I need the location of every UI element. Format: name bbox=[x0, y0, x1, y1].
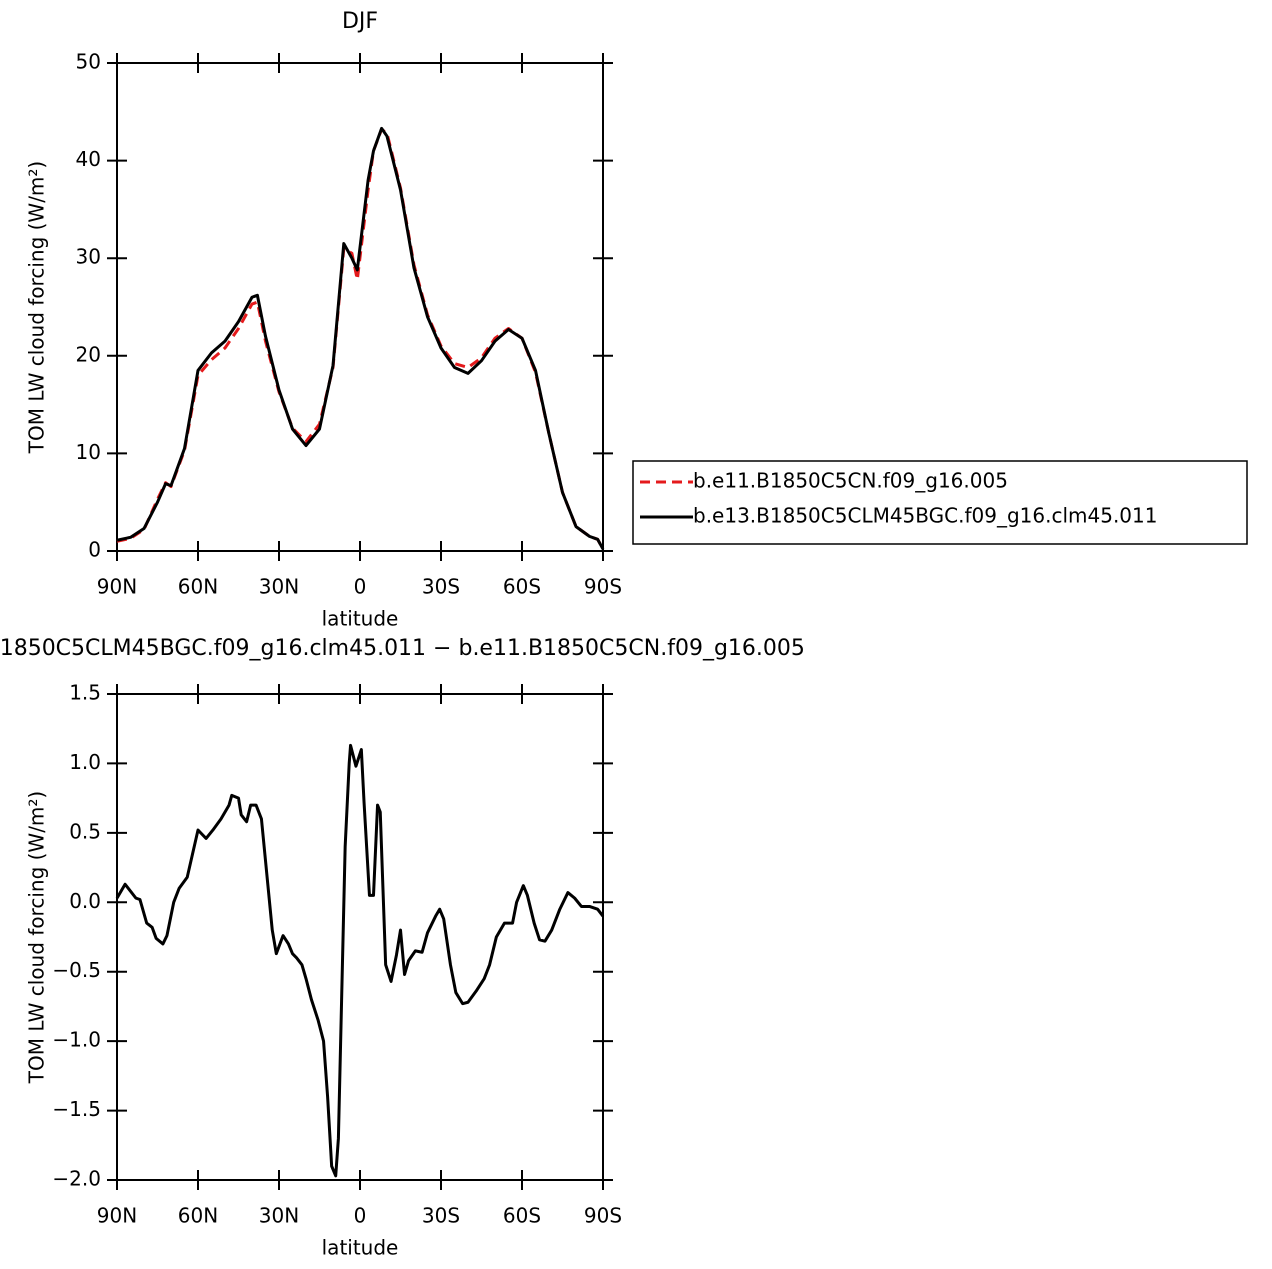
chart-title: b.e13.B1850C5CLM45BGC.f09_g16.clm45.011 … bbox=[0, 636, 805, 661]
x-tick-label: 30N bbox=[259, 575, 299, 599]
y-tick-label: 0 bbox=[88, 538, 101, 562]
y-tick-label: −1.5 bbox=[52, 1097, 101, 1121]
x-tick-label: 90N bbox=[97, 575, 137, 599]
x-tick-label: 90S bbox=[584, 1204, 622, 1228]
y-tick-label: 0.0 bbox=[69, 889, 101, 913]
data-line bbox=[116, 127, 605, 550]
y-tick-label: 40 bbox=[76, 147, 101, 171]
x-axis-label: latitude bbox=[322, 1236, 399, 1260]
y-tick-label: 10 bbox=[76, 440, 101, 464]
x-tick-label: 0 bbox=[354, 575, 367, 599]
x-tick-label: 90N bbox=[97, 1204, 137, 1228]
x-tick-label: 30S bbox=[422, 1204, 460, 1228]
data-line bbox=[116, 126, 605, 550]
y-tick-label: 50 bbox=[76, 50, 101, 74]
legend-label: b.e13.B1850C5CLM45BGC.f09_g16.clm45.011 bbox=[693, 504, 1157, 528]
y-tick-label: 20 bbox=[76, 342, 101, 366]
y-tick-label: −1.0 bbox=[52, 1028, 101, 1052]
x-tick-label: 60S bbox=[503, 1204, 541, 1228]
y-tick-label: 0.5 bbox=[69, 819, 101, 843]
plot-frame bbox=[116, 62, 604, 552]
y-tick-label: 30 bbox=[76, 245, 101, 269]
x-tick-label: 0 bbox=[354, 1204, 367, 1228]
y-tick-label: −2.0 bbox=[52, 1167, 101, 1191]
y-tick-label: −0.5 bbox=[52, 958, 101, 982]
legend-box bbox=[632, 460, 1248, 545]
plot-frame bbox=[116, 693, 604, 1181]
y-axis-label: TOM LW cloud forcing (W/m²) bbox=[25, 791, 49, 1085]
x-tick-label: 30N bbox=[259, 1204, 299, 1228]
x-axis-label: latitude bbox=[322, 607, 399, 631]
legend-label: b.e11.B1850C5CN.f09_g16.005 bbox=[693, 469, 1008, 493]
data-line bbox=[115, 743, 605, 1178]
x-tick-label: 60N bbox=[178, 575, 218, 599]
y-axis-label: TOM LW cloud forcing (W/m²) bbox=[25, 161, 49, 455]
y-tick-label: 1.5 bbox=[69, 681, 101, 705]
x-tick-label: 30S bbox=[422, 575, 460, 599]
x-tick-label: 60S bbox=[503, 575, 541, 599]
x-tick-label: 90S bbox=[584, 575, 622, 599]
x-tick-label: 60N bbox=[178, 1204, 218, 1228]
chart-title: DJF bbox=[342, 9, 378, 34]
y-tick-label: 1.0 bbox=[69, 750, 101, 774]
